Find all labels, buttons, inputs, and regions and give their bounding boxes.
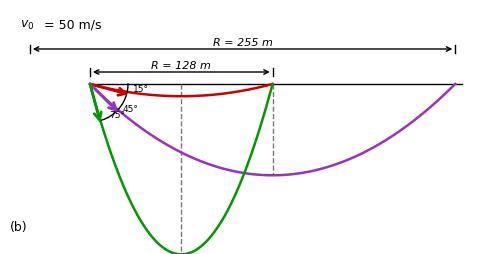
Text: (b): (b) — [10, 221, 28, 234]
Text: 75°: 75° — [109, 111, 125, 120]
Text: 45°: 45° — [122, 105, 138, 114]
Text: $v_0$: $v_0$ — [20, 19, 34, 32]
Text: R = 128 m: R = 128 m — [152, 61, 211, 71]
Text: R = 255 m: R = 255 m — [212, 38, 272, 48]
Text: 15°: 15° — [133, 86, 149, 94]
Text: = 50 m/s: = 50 m/s — [44, 19, 102, 32]
